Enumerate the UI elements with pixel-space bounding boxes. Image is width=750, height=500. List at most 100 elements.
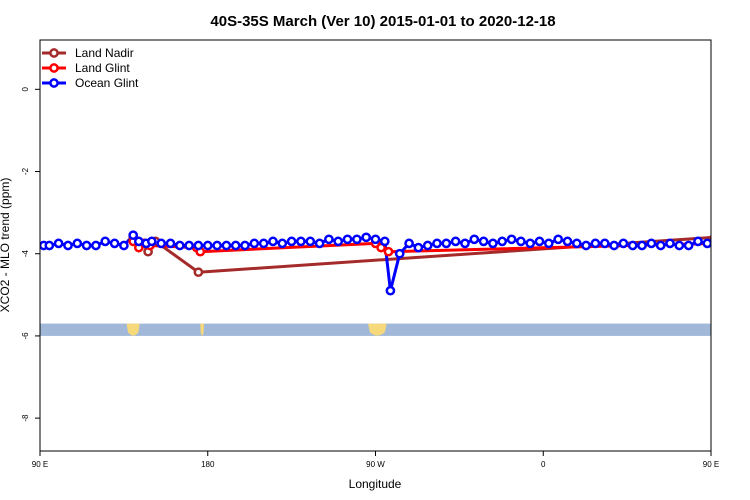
data-point-ocean-glint bbox=[305, 236, 316, 247]
series-points bbox=[40, 230, 711, 296]
y-axis: 0 -2 -4 -6 -8 bbox=[21, 87, 40, 422]
y-tick-label: -8 bbox=[21, 414, 30, 422]
legend-label-land-glint: Land Glint bbox=[75, 61, 130, 75]
data-point-ocean-glint bbox=[646, 238, 657, 249]
data-point-ocean-glint bbox=[609, 240, 619, 251]
data-point-ocean-glint bbox=[385, 285, 396, 296]
data-point-ocean-glint bbox=[268, 236, 278, 247]
data-point-ocean-glint bbox=[361, 232, 372, 243]
legend-marker-ocean-glint bbox=[49, 78, 59, 88]
data-point-land-glint bbox=[383, 246, 394, 257]
data-point-ocean-glint bbox=[674, 240, 685, 251]
data-point-ocean-glint bbox=[156, 238, 167, 249]
data-point-ocean-glint bbox=[497, 236, 508, 247]
data-point-ocean-glint bbox=[314, 238, 325, 249]
data-point-ocean-glint bbox=[553, 234, 564, 245]
data-point-ocean-glint bbox=[100, 236, 111, 247]
x-tick-label: 90 W bbox=[366, 460, 385, 469]
data-point-ocean-glint bbox=[53, 238, 64, 249]
data-point-ocean-glint bbox=[370, 234, 381, 245]
x-axis-title: Longitude bbox=[349, 477, 402, 491]
data-point-ocean-glint bbox=[590, 238, 601, 249]
data-point-ocean-glint bbox=[702, 238, 711, 249]
land-band bbox=[40, 323, 711, 336]
data-point-ocean-glint bbox=[488, 238, 498, 249]
data-point-ocean-glint bbox=[460, 238, 470, 249]
x-tick-label: 90 E bbox=[703, 460, 719, 469]
data-point-ocean-glint bbox=[562, 236, 573, 247]
data-point-ocean-glint bbox=[683, 240, 694, 251]
legend-label-ocean-glint: Ocean Glint bbox=[75, 76, 139, 90]
data-point-ocean-glint bbox=[109, 238, 120, 249]
data-point-ocean-glint bbox=[441, 238, 452, 249]
data-point-ocean-glint bbox=[249, 238, 260, 249]
data-point-ocean-glint bbox=[333, 236, 344, 247]
data-point-ocean-glint bbox=[119, 240, 129, 251]
data-point-ocean-glint bbox=[286, 236, 297, 247]
land-shape bbox=[200, 323, 205, 336]
data-point-ocean-glint bbox=[581, 240, 591, 251]
land-shape bbox=[368, 323, 387, 336]
chart-title: 40S-35S March (Ver 10) 2015-01-01 to 202… bbox=[210, 13, 555, 30]
x-tick-label: 90 E bbox=[32, 460, 48, 469]
data-point-ocean-glint bbox=[128, 230, 139, 241]
data-point-ocean-glint bbox=[240, 240, 250, 251]
x-tick-label: 0 bbox=[541, 460, 546, 469]
data-point-ocean-glint bbox=[91, 240, 101, 251]
data-point-ocean-glint bbox=[133, 236, 144, 247]
data-point-ocean-glint bbox=[506, 234, 517, 245]
data-point-ocean-glint bbox=[221, 240, 232, 251]
data-point-ocean-glint bbox=[469, 234, 480, 245]
data-point-ocean-glint bbox=[165, 238, 176, 249]
legend-marker-land-nadir bbox=[49, 48, 59, 58]
data-point-ocean-glint bbox=[72, 238, 83, 249]
data-point-ocean-glint bbox=[543, 238, 554, 249]
y-tick-label: -2 bbox=[21, 167, 30, 175]
data-point-land-nadir bbox=[193, 267, 204, 278]
y-axis-title: XCO2 - MLO trend (ppm) bbox=[0, 178, 12, 313]
y-tick-label: 0 bbox=[21, 87, 30, 92]
data-point-ocean-glint bbox=[81, 240, 92, 251]
data-point-ocean-glint bbox=[525, 238, 536, 249]
data-point-ocean-glint bbox=[516, 236, 526, 247]
x-axis: 90 E 180 90 W 0 90 E bbox=[32, 451, 719, 469]
data-point-ocean-glint bbox=[296, 236, 306, 247]
y-tick-label: -4 bbox=[21, 250, 30, 258]
data-point-ocean-glint bbox=[534, 236, 545, 247]
data-point-ocean-glint bbox=[432, 238, 442, 249]
data-point-ocean-glint bbox=[665, 238, 675, 249]
data-point-ocean-glint bbox=[394, 248, 405, 259]
data-point-ocean-glint bbox=[63, 240, 73, 251]
x-tick-label: 180 bbox=[201, 460, 215, 469]
data-point-ocean-glint bbox=[342, 234, 353, 245]
data-point-ocean-glint bbox=[379, 236, 390, 247]
data-point-ocean-glint bbox=[413, 242, 424, 253]
data-point-ocean-glint bbox=[212, 240, 222, 251]
data-point-ocean-glint bbox=[146, 236, 157, 247]
data-point-ocean-glint bbox=[571, 238, 582, 249]
data-point-ocean-glint bbox=[174, 240, 185, 251]
data-point-ocean-glint bbox=[655, 240, 666, 251]
data-point-ocean-glint bbox=[193, 240, 204, 251]
data-point-ocean-glint bbox=[599, 238, 610, 249]
land-shape bbox=[126, 323, 140, 336]
y-tick-label: -6 bbox=[21, 332, 30, 340]
legend-marker-land-glint bbox=[49, 63, 59, 73]
data-point-ocean-glint bbox=[324, 234, 334, 245]
data-point-ocean-glint bbox=[478, 236, 489, 247]
data-point-ocean-glint bbox=[202, 240, 213, 251]
data-point-ocean-glint bbox=[277, 238, 288, 249]
data-point-ocean-glint bbox=[44, 240, 55, 251]
data-point-ocean-glint bbox=[258, 238, 269, 249]
data-point-ocean-glint bbox=[637, 240, 647, 251]
data-point-ocean-glint bbox=[352, 234, 362, 245]
data-point-ocean-glint bbox=[618, 238, 629, 249]
legend-label-land-nadir: Land Nadir bbox=[75, 46, 134, 60]
data-point-ocean-glint bbox=[693, 236, 703, 247]
data-point-ocean-glint bbox=[450, 236, 461, 247]
data-point-ocean-glint bbox=[422, 240, 433, 251]
data-point-ocean-glint bbox=[404, 238, 414, 249]
